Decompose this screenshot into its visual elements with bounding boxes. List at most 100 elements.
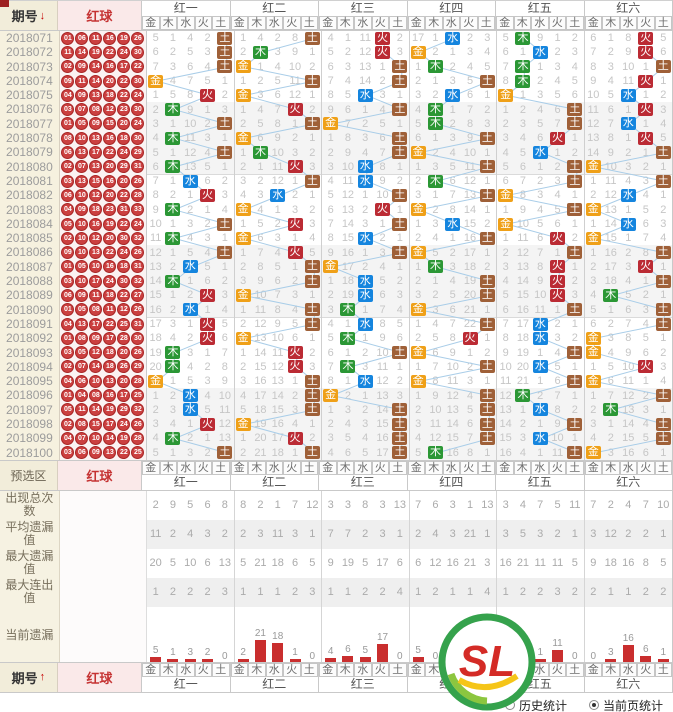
red-ball: 10 bbox=[75, 274, 89, 288]
missing-count: 3 bbox=[327, 432, 334, 445]
missing-count: 1 bbox=[169, 146, 176, 159]
trend-cell: 1 bbox=[637, 374, 655, 388]
red-ball: 10 bbox=[75, 246, 89, 260]
table-row: 2018099 04 07 10 14 19 28 4 木 2 1 13 1 20 17 火 2 3 5 4 16 土 4 1… bbox=[0, 431, 672, 446]
red-ball: 03 bbox=[61, 446, 75, 460]
missing-count: 1 bbox=[571, 260, 578, 273]
missing-count: 2 bbox=[660, 89, 667, 102]
group-name: 红六 bbox=[616, 1, 641, 15]
trend-cell: 8 bbox=[514, 188, 531, 202]
missing-count: 12 bbox=[463, 175, 477, 188]
zone-cells: 金 2 4 10 1 bbox=[409, 145, 497, 160]
trend-cell: 2 bbox=[357, 203, 374, 217]
trend-cell: 2 bbox=[655, 346, 673, 360]
missing-count: 4 bbox=[554, 75, 561, 88]
sort-asc-icon[interactable]: ↑ bbox=[39, 671, 46, 684]
trend-cell: 土 bbox=[655, 60, 673, 74]
trend-cell: 4 bbox=[322, 31, 339, 45]
trend-cell: 2 bbox=[182, 431, 199, 445]
missing-count: 18 bbox=[271, 446, 284, 459]
element-header-row: 金木水火土 bbox=[230, 460, 318, 475]
trend-cell: 3 bbox=[182, 346, 199, 360]
trend-cell: 火 bbox=[549, 131, 566, 145]
trend-cell: 8 bbox=[374, 160, 391, 174]
period-label: 2018096 bbox=[0, 388, 60, 403]
missing-count: 4 bbox=[204, 389, 211, 402]
missing-count: 3 bbox=[571, 289, 578, 302]
missing-count: 13 bbox=[587, 132, 600, 145]
trend-cell: 1 bbox=[532, 374, 549, 388]
radio-button-selected[interactable] bbox=[588, 700, 599, 711]
trend-cell: 10 bbox=[585, 88, 603, 102]
trend-cell: 1 bbox=[585, 360, 603, 374]
table-row: 2018090 01 05 08 11 12 26 16 2 水 1 4 1 11 8 4 土 3 木 1 7 4 金 3 6 2… bbox=[0, 302, 672, 317]
missing-count: 8 bbox=[432, 375, 439, 388]
red-ball: 24 bbox=[117, 45, 131, 59]
missing-count: 6 bbox=[415, 132, 422, 145]
missing-count: 3 bbox=[169, 403, 176, 416]
missing-count: 1 bbox=[396, 160, 403, 173]
missing-count: 2 bbox=[625, 146, 632, 159]
missing-count: 2 bbox=[291, 132, 299, 145]
missing-count: 3 bbox=[187, 218, 194, 230]
element-header: 火 bbox=[637, 662, 655, 677]
red-ball: 12 bbox=[89, 231, 103, 245]
stats-mode-radio-option[interactable]: 当前页统计 bbox=[588, 697, 663, 712]
missing-count: 2 bbox=[625, 246, 632, 259]
trend-cell: 3 bbox=[357, 360, 374, 374]
red-ball: 10 bbox=[75, 217, 89, 231]
trend-cell: 2 bbox=[427, 45, 444, 59]
stat-value: 13 bbox=[218, 556, 231, 569]
trend-cell: 6 bbox=[199, 174, 216, 188]
trend-cell: 4 bbox=[655, 117, 673, 131]
element-badge: 木 bbox=[340, 331, 356, 345]
trend-cell: 9 bbox=[461, 131, 478, 145]
trend-cell: 火 bbox=[286, 245, 303, 260]
trend-cell: 4 bbox=[637, 317, 655, 331]
stat-value: 7 bbox=[415, 498, 422, 511]
missing-count: 11 bbox=[499, 375, 512, 388]
missing-count: 14 bbox=[604, 218, 617, 230]
element-badge: 土 bbox=[567, 160, 583, 174]
element-header: 金 bbox=[142, 662, 160, 677]
sort-desc-icon[interactable]: ↓ bbox=[39, 9, 46, 22]
missing-count: 4 bbox=[362, 146, 369, 159]
trend-cell: 2 bbox=[235, 45, 252, 59]
red-balls: 05 10 16 19 22 24 bbox=[59, 216, 147, 232]
missing-count: 1 bbox=[590, 246, 597, 259]
trend-cell: 2 bbox=[585, 188, 603, 202]
missing-count: 6 bbox=[590, 32, 597, 45]
missing-count: 15 bbox=[271, 403, 284, 416]
missing-count: 13 bbox=[516, 260, 530, 273]
period-label: 2018094 bbox=[0, 359, 60, 375]
trend-cell: 火 bbox=[637, 31, 655, 45]
missing-count: 9 bbox=[466, 132, 474, 145]
element-header: 木 bbox=[425, 460, 443, 475]
zone-cells: 1 14 11 火 2 bbox=[235, 345, 322, 360]
trend-cell: 5 bbox=[655, 31, 673, 45]
zone-cells: 1 14 水 6 3 bbox=[585, 217, 673, 231]
element-badge: 水 bbox=[532, 331, 548, 345]
trend-cell: 1 bbox=[444, 102, 461, 116]
missing-count: 2 bbox=[240, 160, 247, 173]
missing-count: 11 bbox=[219, 403, 231, 416]
missing-count: 11 bbox=[587, 103, 599, 116]
missing-count: 6 bbox=[554, 218, 561, 230]
trend-cell: 土 bbox=[216, 217, 233, 231]
trend-cell: 10 bbox=[339, 160, 356, 174]
trend-cell: 3 bbox=[235, 274, 252, 288]
missing-bar-cell: 0 bbox=[585, 651, 603, 662]
missing-count: 2 bbox=[590, 260, 597, 273]
element-header: 木 bbox=[248, 460, 266, 475]
trend-cell: 水 bbox=[620, 217, 638, 231]
missing-count: 3 bbox=[240, 175, 247, 188]
trend-cell: 3 bbox=[427, 303, 444, 317]
missing-count: 2 bbox=[571, 275, 578, 288]
trend-cell: 火 bbox=[199, 288, 216, 302]
zone-cells: 3 5 4 16 土 bbox=[322, 431, 410, 446]
trend-cell: 4 bbox=[164, 74, 181, 88]
